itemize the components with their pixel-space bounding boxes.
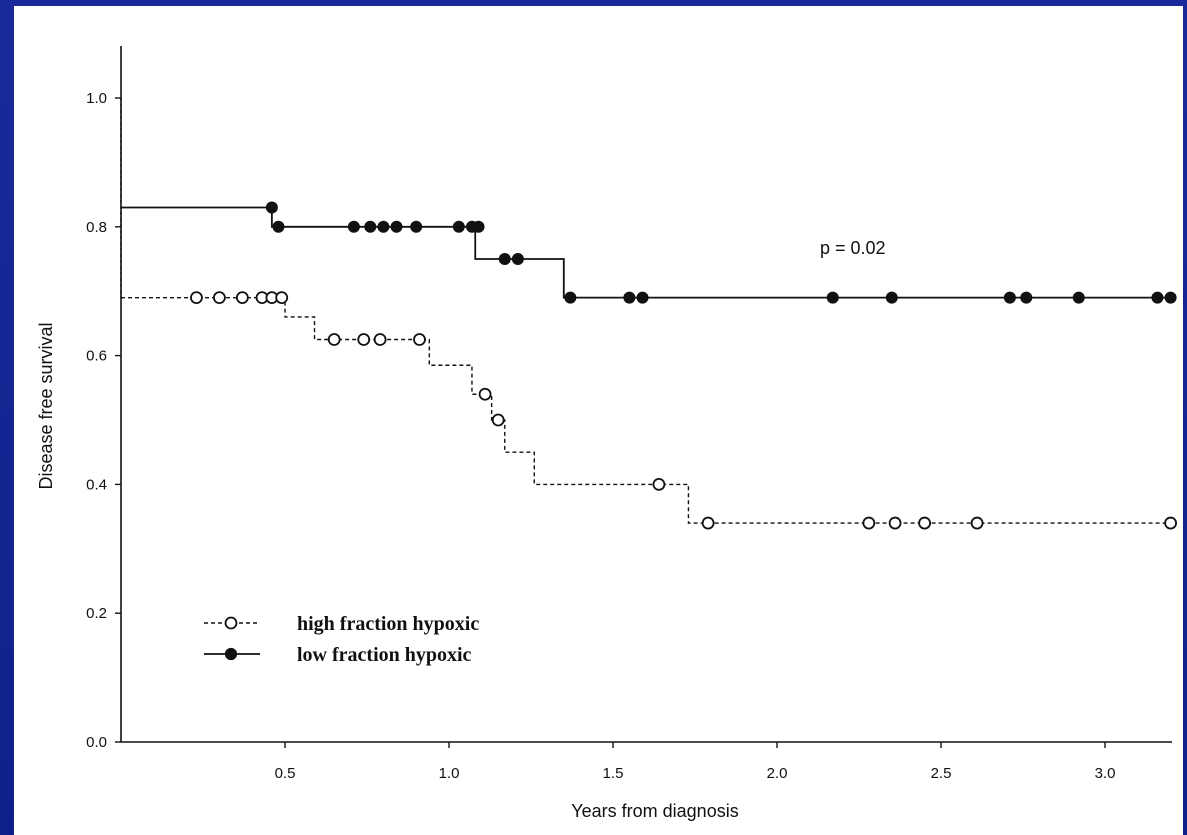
y-axis-label: Disease free survival bbox=[36, 322, 56, 489]
high-censor-point bbox=[373, 333, 387, 346]
legend-label-high: high fraction hypoxic bbox=[297, 613, 479, 635]
high-censor-point bbox=[357, 333, 371, 346]
y-tick-label: 0.2 bbox=[86, 605, 107, 622]
low-censor-point bbox=[623, 291, 636, 304]
high-censor-point bbox=[1164, 516, 1177, 530]
series-high-fraction-hypoxic bbox=[120, 98, 1177, 530]
low-censor-point bbox=[1072, 291, 1085, 304]
x-tick-label: 2.0 bbox=[767, 765, 788, 782]
high-censor-point bbox=[478, 387, 492, 401]
low-censor-point bbox=[1164, 291, 1177, 304]
low-censor-point bbox=[347, 220, 360, 233]
x-tick-label: 3.0 bbox=[1095, 765, 1116, 782]
legend: high fraction hypoxic low fraction hypox… bbox=[204, 613, 479, 666]
x-tick-label: 2.5 bbox=[931, 765, 952, 782]
low-censor-point bbox=[410, 220, 423, 233]
low-censor-point bbox=[472, 220, 485, 233]
low-censor-point bbox=[1151, 291, 1164, 304]
x-tick-label: 0.5 bbox=[275, 765, 296, 782]
y-tick-label: 0.0 bbox=[86, 734, 107, 751]
high-censor-point bbox=[235, 291, 249, 305]
x-ticks: 0.5 1.0 1.5 2.0 2.5 3.0 bbox=[275, 742, 1116, 782]
legend-item-high: high fraction hypoxic bbox=[204, 613, 479, 635]
high-censor-point bbox=[918, 516, 931, 530]
high-censor-point bbox=[327, 333, 341, 346]
low-censor-point bbox=[826, 291, 839, 304]
low-censor-point bbox=[364, 220, 377, 233]
high-censor-point bbox=[888, 516, 902, 530]
high-censor-point bbox=[413, 333, 426, 346]
high-censor-point bbox=[275, 291, 289, 305]
high-censor-point bbox=[190, 291, 203, 305]
low-censor-point bbox=[272, 220, 285, 233]
low-censor-point bbox=[377, 220, 390, 233]
y-tick-label: 0.8 bbox=[86, 219, 107, 236]
y-tick-label: 0.6 bbox=[86, 348, 107, 365]
high-censor-point bbox=[970, 516, 984, 530]
high-censor-point bbox=[701, 516, 715, 530]
p-value-annotation: p = 0.02 bbox=[820, 238, 886, 258]
low-censor-point bbox=[498, 253, 511, 265]
low-censor-point bbox=[452, 220, 465, 233]
axes bbox=[120, 46, 1172, 743]
x-tick-label: 1.0 bbox=[439, 765, 460, 782]
chart-frame: 0.0 0.2 0.4 0.6 0.8 1.0 0.5 1.0 1.5 2.0 2.5 3.0 p … bbox=[14, 6, 1183, 835]
low-censor-point bbox=[1003, 291, 1016, 304]
low-censor-point bbox=[390, 220, 403, 233]
low-censor-point bbox=[636, 291, 649, 304]
high-step-line bbox=[121, 296, 1171, 524]
y-tick-label: 1.0 bbox=[86, 90, 107, 107]
survival-chart: 0.0 0.2 0.4 0.6 0.8 1.0 0.5 1.0 1.5 2.0 2.5 3.0 p … bbox=[36, 46, 1177, 821]
low-censor-point bbox=[564, 291, 577, 304]
high-censor-point bbox=[862, 516, 876, 530]
series-low-fraction-hypoxic bbox=[121, 201, 1177, 304]
y-tick-label: 0.4 bbox=[86, 476, 107, 493]
legend-label-low: low fraction hypoxic bbox=[297, 644, 472, 666]
y-ticks: 0.0 0.2 0.4 0.6 0.8 1.0 bbox=[86, 90, 121, 751]
high-censor-point bbox=[212, 291, 226, 305]
legend-filled-circle-icon bbox=[224, 647, 238, 661]
x-tick-label: 1.5 bbox=[603, 765, 624, 782]
low-censor-point bbox=[265, 201, 278, 214]
low-censor-point bbox=[885, 291, 898, 304]
high-censor-point bbox=[652, 477, 666, 491]
legend-item-low: low fraction hypoxic bbox=[204, 644, 472, 666]
high-censor-point bbox=[491, 413, 505, 427]
x-axis-label: Years from diagnosis bbox=[571, 801, 738, 821]
legend-open-circle-icon bbox=[224, 616, 238, 630]
low-censor-point bbox=[511, 253, 524, 265]
low-censor-point bbox=[1020, 291, 1033, 304]
